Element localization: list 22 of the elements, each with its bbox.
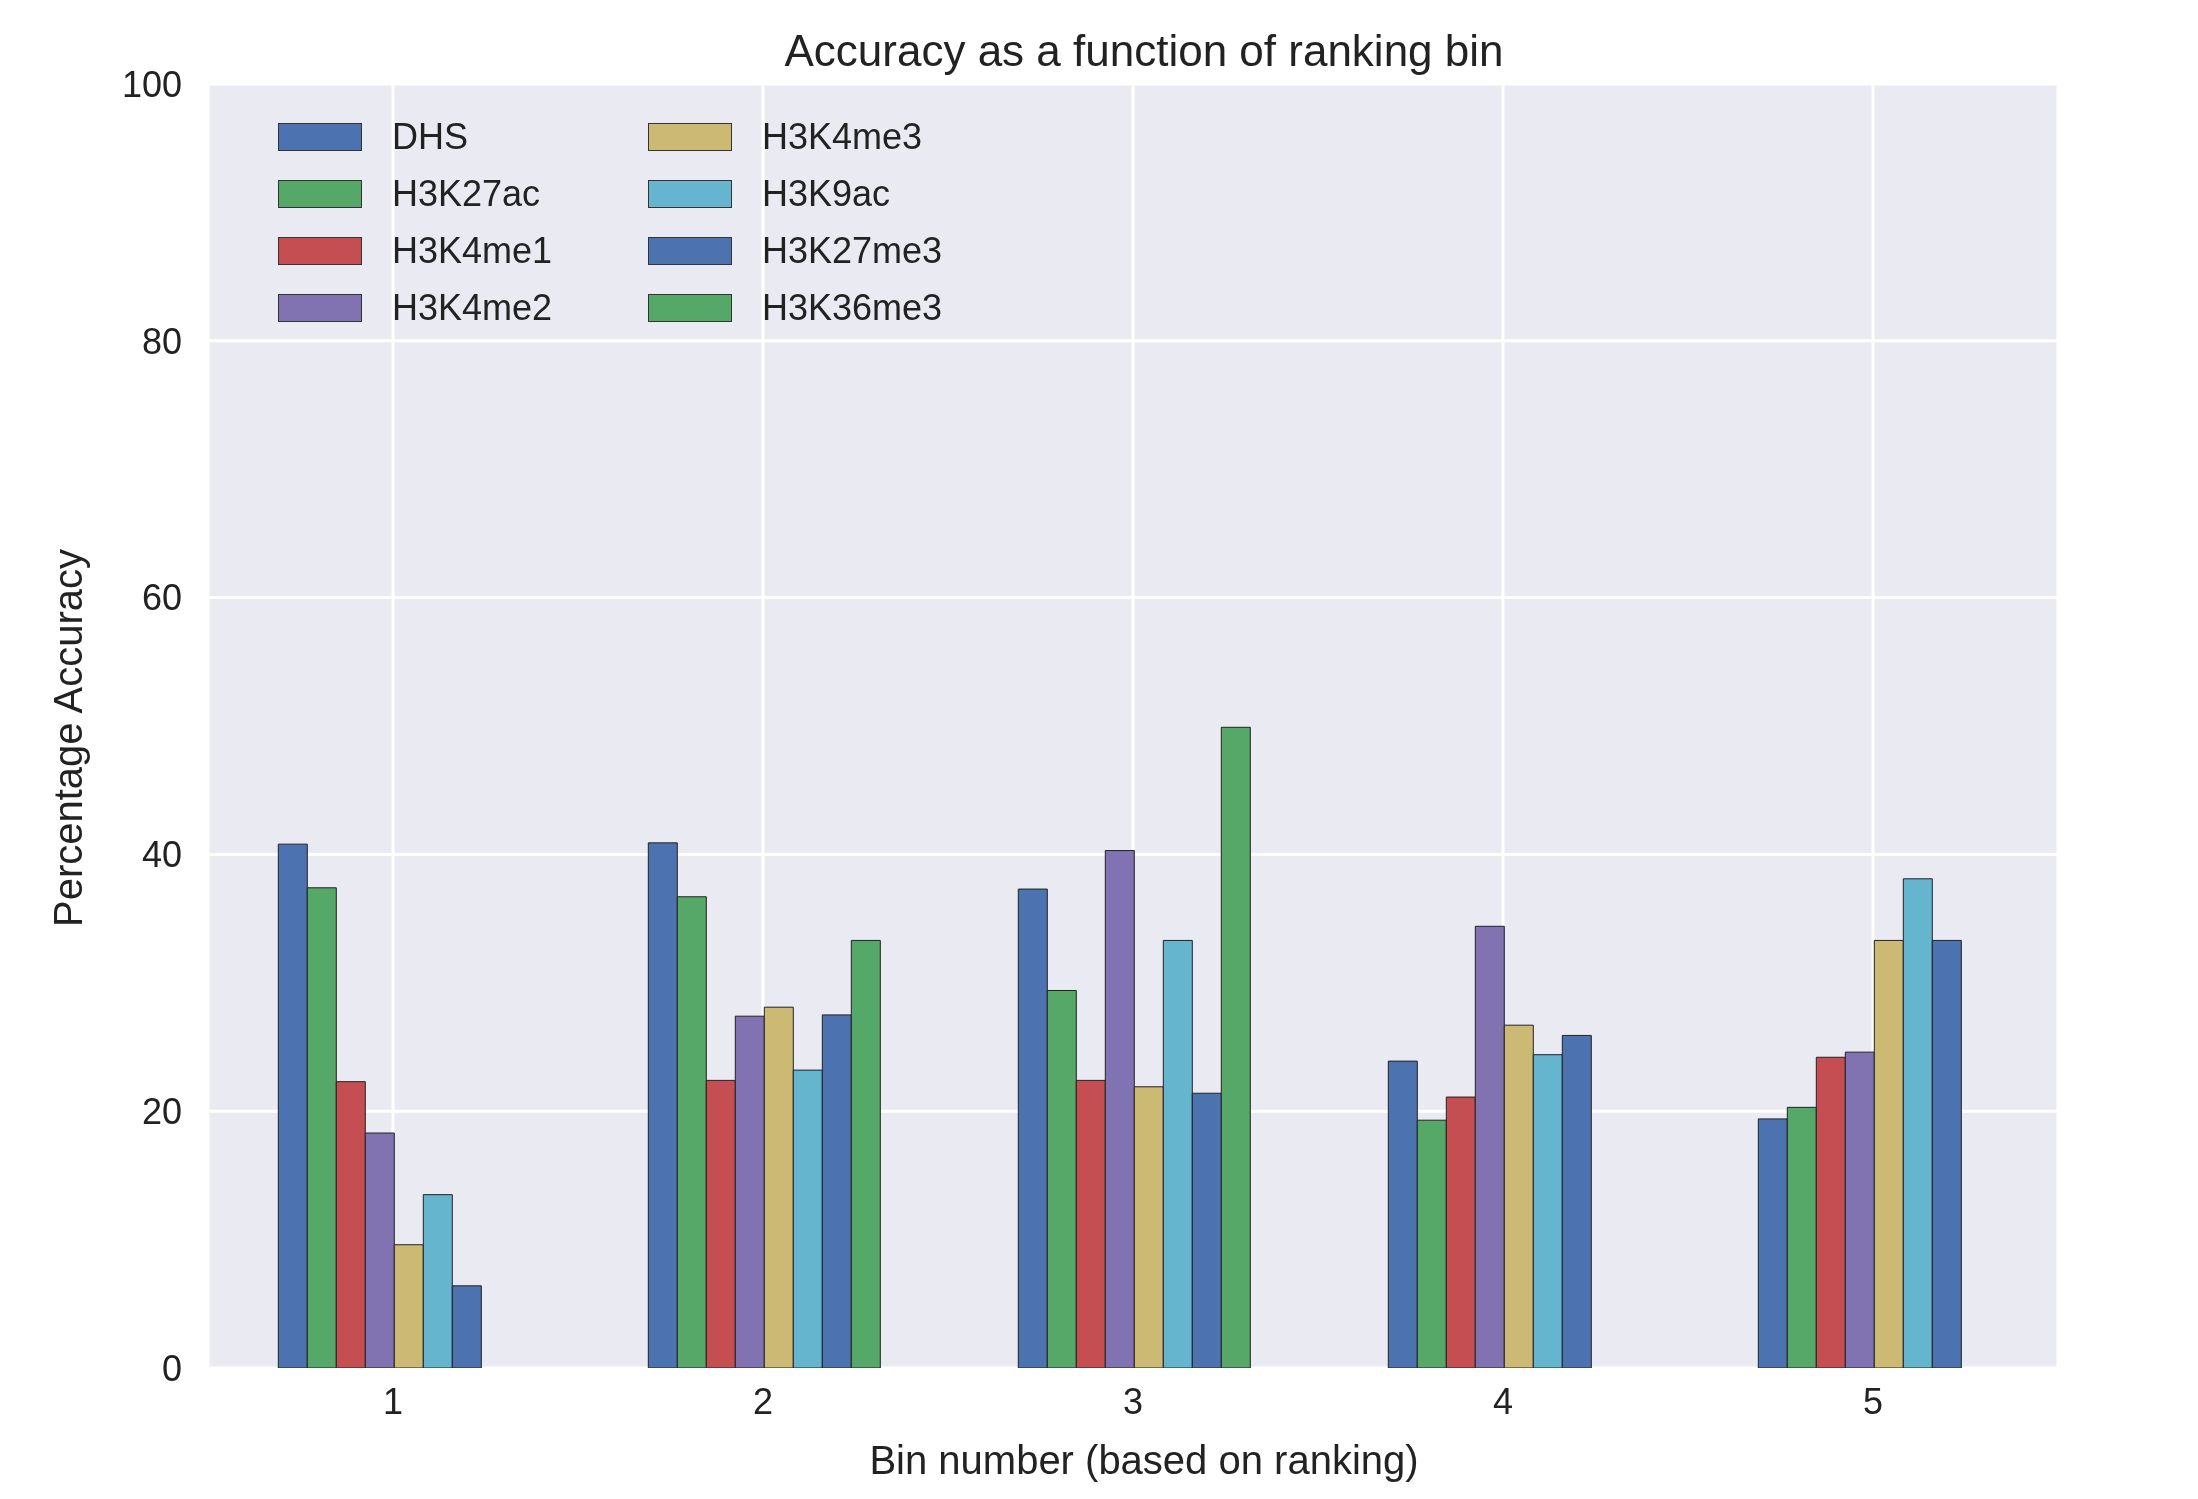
legend-label: DHS (392, 115, 469, 158)
y-tick-label: 80 (141, 320, 182, 362)
legend-label: H3K4me1 (392, 229, 553, 272)
y-tick-label: 0 (161, 1347, 182, 1389)
x-axis-title: Bin number (based on ranking) (868, 1438, 1420, 1483)
legend-label: H3K27ac (392, 172, 541, 215)
x-tick-label: 5 (1862, 1380, 1884, 1422)
x-tick-label: 1 (382, 1380, 404, 1422)
legend-label: H3K4me2 (392, 286, 553, 329)
y-axis-title: Percentage Accuracy (45, 549, 91, 927)
chart-title: Accuracy as a function of ranking bin (783, 26, 1505, 76)
legend-label: H3K27me3 (762, 229, 943, 272)
x-tick-label: 2 (752, 1380, 774, 1422)
x-tick-label: 4 (1492, 1380, 1514, 1422)
y-tick-label: 20 (141, 1090, 182, 1132)
legend-label: H3K4me3 (762, 115, 923, 158)
legend-label: H3K36me3 (762, 286, 943, 329)
y-tick-label: 60 (141, 577, 182, 619)
y-tick-label: 100 (121, 63, 182, 105)
x-tick-label: 3 (1122, 1380, 1144, 1422)
legend-label: H3K9ac (762, 172, 891, 215)
y-tick-label: 40 (141, 834, 182, 876)
